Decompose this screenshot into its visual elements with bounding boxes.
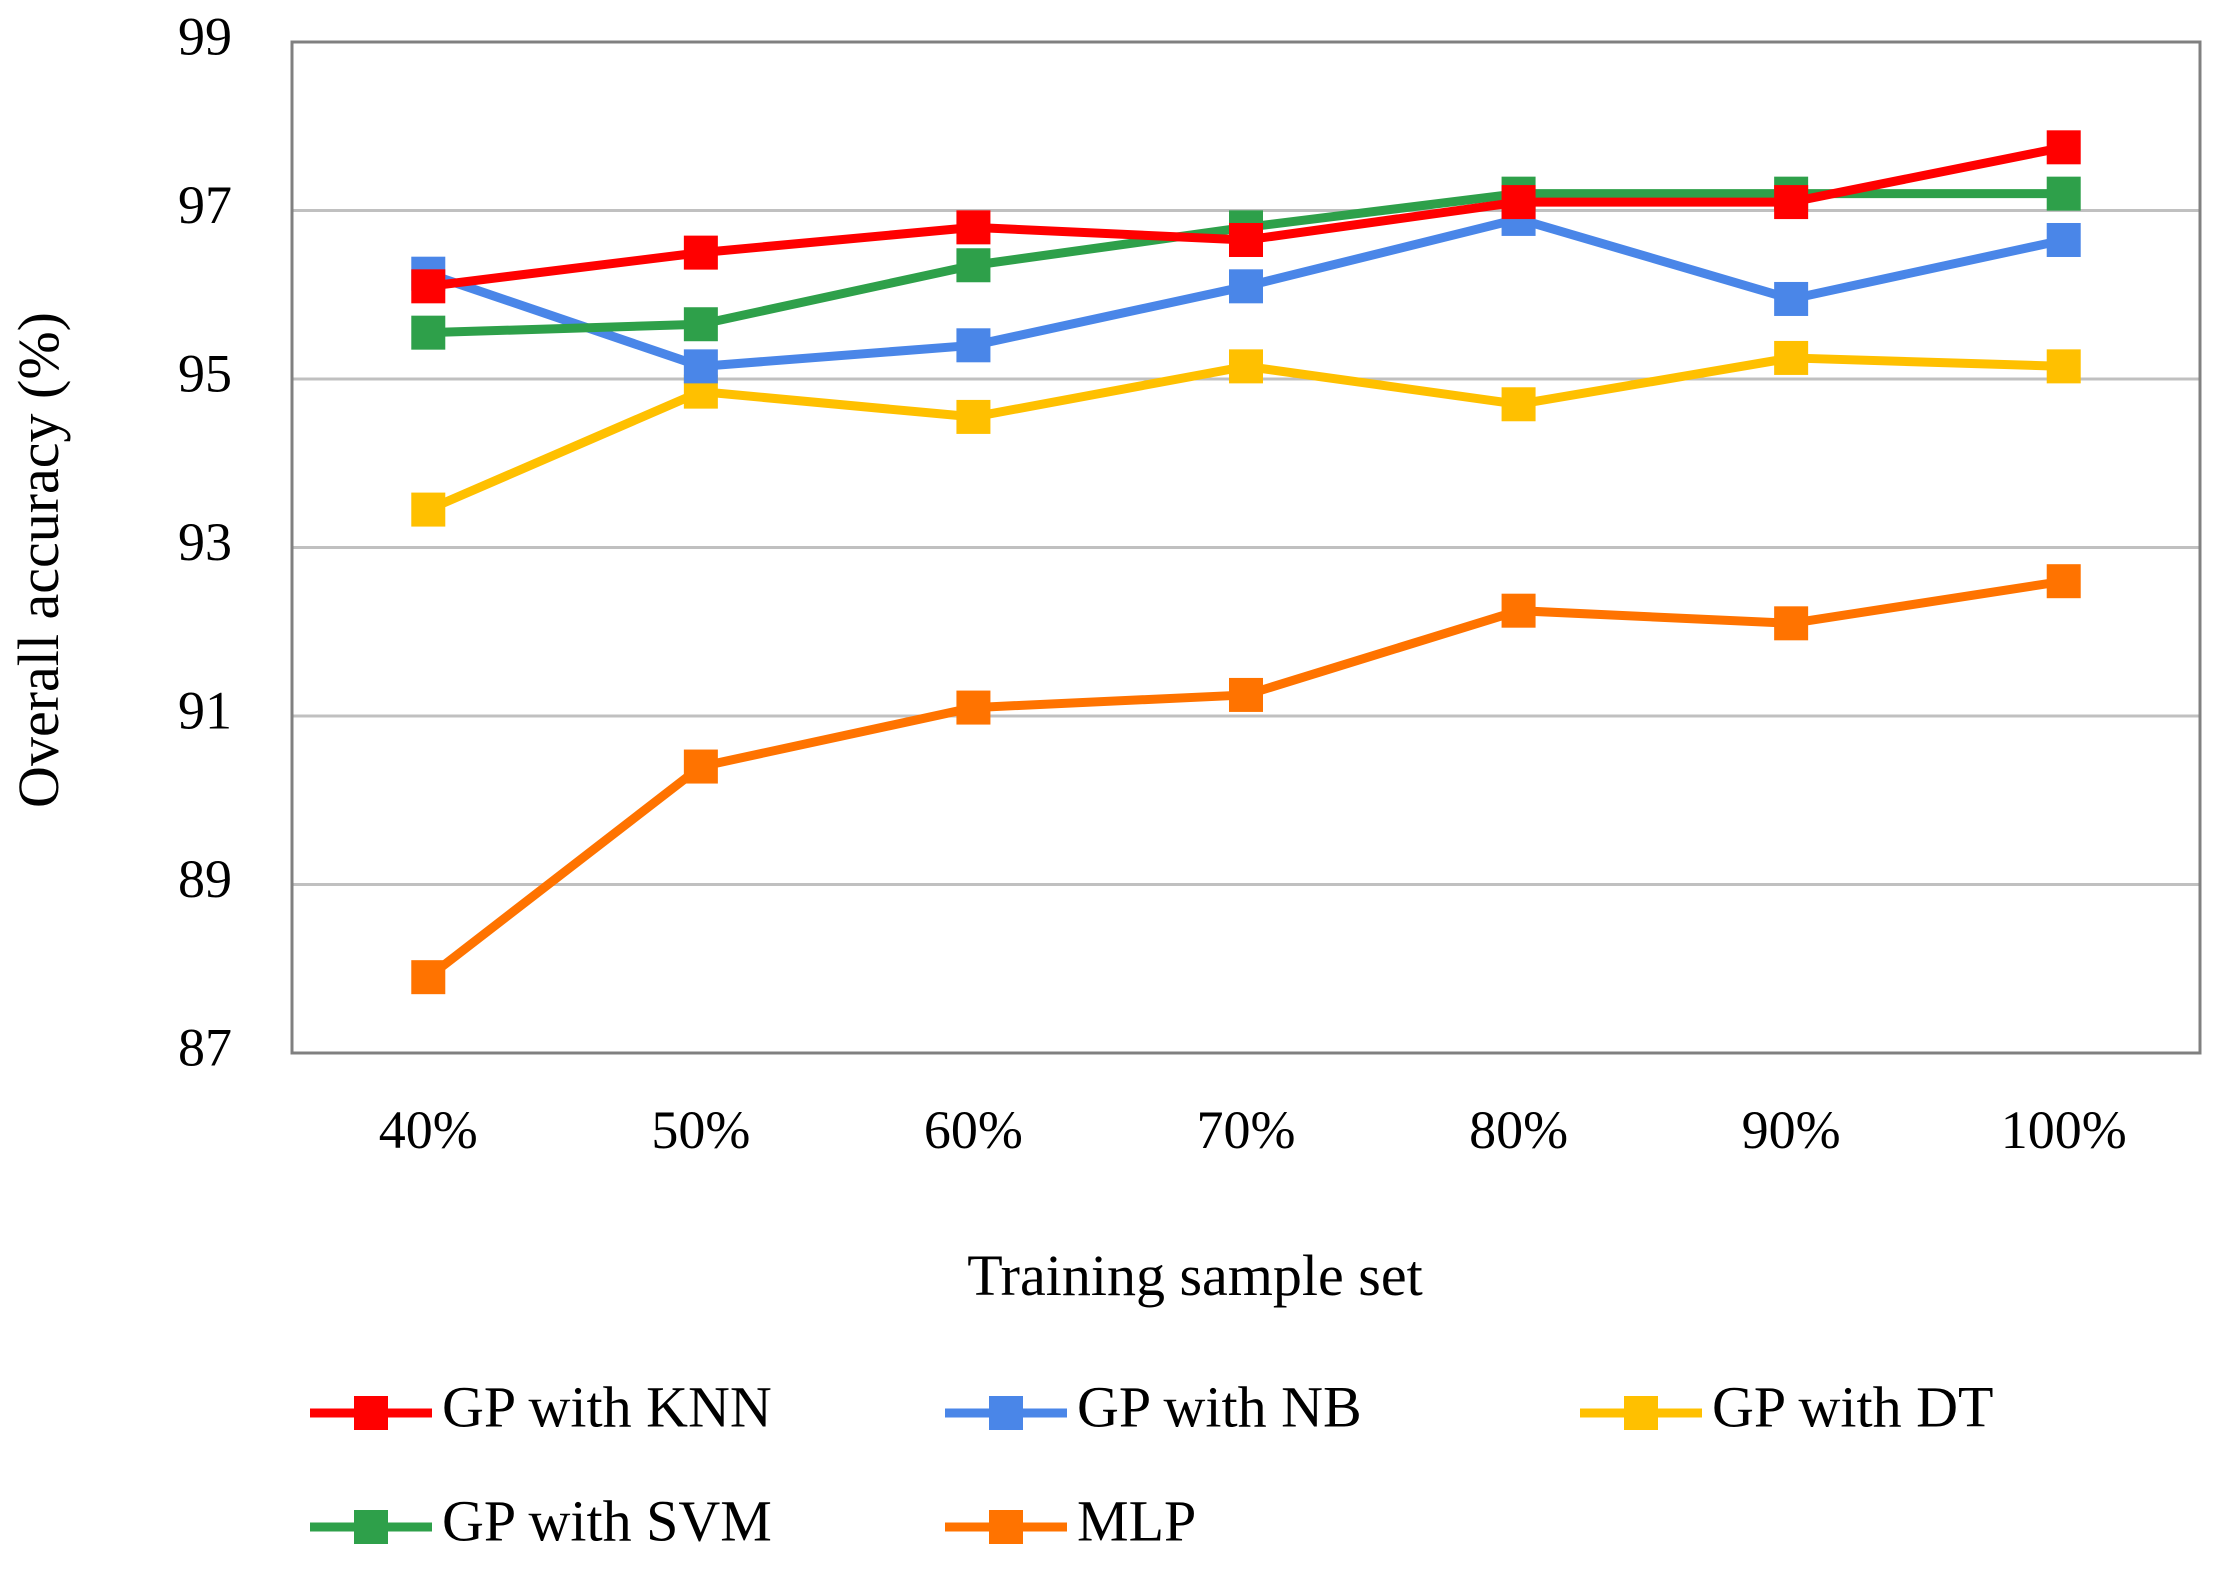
y-tick-label: 91 — [178, 680, 232, 740]
data-point-marker — [2046, 222, 2081, 257]
data-point-marker — [2046, 564, 2081, 599]
data-point-marker — [1774, 185, 1809, 220]
data-point-marker — [2046, 176, 2081, 211]
data-point-marker — [683, 749, 718, 784]
data-point-marker — [1774, 340, 1809, 375]
data-point-marker — [1501, 185, 1536, 220]
data-point-marker — [683, 307, 718, 342]
y-tick-label: 93 — [178, 512, 232, 572]
data-point-marker — [1229, 349, 1263, 384]
series-mlp — [411, 564, 2081, 995]
legend-marker — [989, 1396, 1023, 1430]
legend-label: MLP — [1077, 1488, 1196, 1553]
data-point-marker — [956, 328, 991, 363]
data-point-marker — [683, 235, 718, 270]
data-point-marker — [1229, 222, 1263, 257]
data-point-marker — [411, 492, 446, 527]
series-layer — [411, 130, 2081, 995]
y-tick-label: 89 — [178, 849, 232, 909]
data-point-marker — [2046, 349, 2081, 384]
plot-area-frame — [290, 40, 2202, 1055]
x-tick-label: 70% — [1197, 1100, 1296, 1160]
x-tick-label: 100% — [2001, 1100, 2127, 1160]
x-tick-label: 60% — [924, 1100, 1023, 1160]
x-tick-label: 50% — [651, 1100, 750, 1160]
legend-marker — [354, 1510, 388, 1544]
data-point-marker — [411, 315, 446, 350]
legend-marker — [354, 1396, 388, 1430]
series-gp-with-knn — [411, 130, 2081, 304]
legend-label: GP with SVM — [442, 1488, 772, 1553]
legend-item: GP with NB — [945, 1374, 1362, 1439]
legend-label: GP with DT — [1712, 1374, 1993, 1439]
legend-item: GP with SVM — [310, 1488, 772, 1553]
legend-marker — [989, 1510, 1023, 1544]
legend-label: GP with KNN — [442, 1374, 772, 1439]
y-tick-label: 95 — [178, 343, 232, 403]
data-point-marker — [956, 210, 991, 245]
x-tick-label: 80% — [1469, 1100, 1568, 1160]
data-point-marker — [956, 399, 991, 434]
data-point-marker — [2046, 130, 2081, 165]
y-tick-label: 99 — [178, 6, 232, 66]
x-tick-label: 90% — [1742, 1100, 1841, 1160]
data-point-marker — [956, 690, 991, 725]
x-axis-title: Training sample set — [967, 1243, 1422, 1308]
legend-marker — [1624, 1396, 1658, 1430]
data-point-marker — [1501, 387, 1536, 422]
y-tick-label: 87 — [178, 1017, 232, 1077]
data-point-marker — [411, 269, 446, 304]
y-axis-title: Overall accuracy (%) — [6, 312, 71, 808]
data-point-marker — [1774, 281, 1809, 316]
data-point-marker — [1774, 606, 1809, 641]
data-point-marker — [683, 349, 718, 384]
series-gp-with-nb — [411, 201, 2081, 384]
legend-item: MLP — [945, 1488, 1196, 1553]
data-point-marker — [411, 960, 446, 995]
data-point-marker — [1229, 677, 1263, 712]
legend-label: GP with NB — [1077, 1374, 1362, 1439]
series-gp-with-dt — [411, 340, 2081, 527]
data-point-marker — [1501, 593, 1536, 628]
data-point-marker — [956, 248, 991, 283]
x-axis-ticks: 40% 50% 60% 70% 80% 90% 100% — [379, 1100, 2127, 1160]
legend: GP with KNN GP with NB GP with DT GP with S… — [310, 1374, 1993, 1553]
y-tick-label: 97 — [178, 175, 232, 235]
data-point-marker — [1229, 269, 1263, 304]
x-tick-label: 40% — [379, 1100, 478, 1160]
legend-item: GP with DT — [1580, 1374, 1993, 1439]
legend-item: GP with KNN — [310, 1374, 772, 1439]
y-axis-ticks: 87 89 91 93 95 97 99 — [178, 6, 232, 1077]
